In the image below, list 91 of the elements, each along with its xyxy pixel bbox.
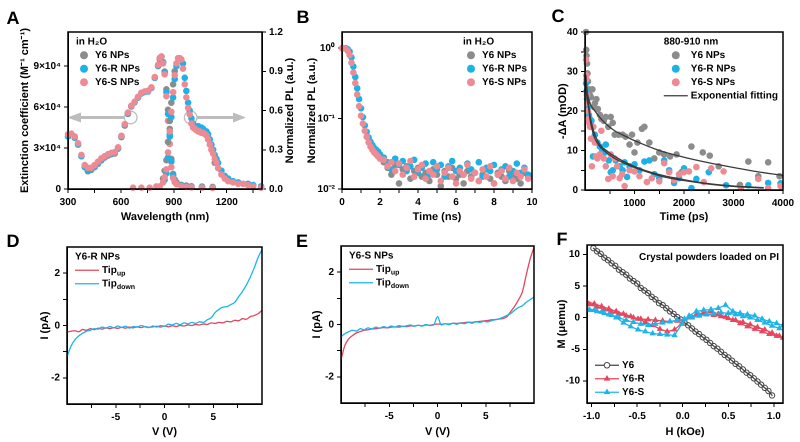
x-tick-label: 4000 xyxy=(772,198,795,209)
x-tick-label: -1.0 xyxy=(582,410,601,422)
x-tick-label: 0 xyxy=(339,196,346,208)
x-tick-label: 5 xyxy=(210,412,216,423)
legend-label: Y6-S NPs xyxy=(690,77,736,88)
legend-label: Y6-S NPs xyxy=(95,77,140,88)
legend-label: Y6-S xyxy=(622,387,645,398)
y-tick-label: -10 xyxy=(566,376,580,387)
x-tick-label: 2000 xyxy=(672,198,696,209)
y2-tick-label: 0.9 xyxy=(269,66,284,77)
y-axis-title: M (μemu) xyxy=(556,299,568,348)
chart-title: D xyxy=(6,230,20,251)
x-tick-label: -5 xyxy=(111,412,121,423)
y-axis-title: -ΔA (mOD) xyxy=(557,82,570,140)
y-tick-label: 10 xyxy=(566,145,578,156)
x-tick-label: 6 xyxy=(453,196,460,208)
y-tick-label: 0 xyxy=(328,319,334,330)
y-tick-label: 5 xyxy=(574,280,580,292)
y2-tick-label: 1.2 xyxy=(269,26,284,38)
legend-label: Y6 NPs xyxy=(95,50,130,61)
x-tick-label: 600 xyxy=(112,196,130,208)
y-tick-label: 10 xyxy=(568,249,580,260)
x-tick-label: 8 xyxy=(491,196,498,208)
legend-title: Y6-R NPs xyxy=(75,252,120,262)
x-tick-label: 1.0 xyxy=(766,410,782,422)
x-tick-label: 0 xyxy=(434,410,441,422)
chart-title: B xyxy=(296,6,310,27)
legend-label: Y6 NPs xyxy=(690,50,726,61)
annotation: Crystal powders loaded on PI xyxy=(638,252,780,263)
chart-title: C xyxy=(552,6,564,26)
chart-title: A xyxy=(6,8,20,28)
y-tick-label: 30 xyxy=(566,66,578,78)
y-tick-label: 10⁰ xyxy=(320,42,335,54)
y-tick-label: 3×10⁴ xyxy=(34,142,62,154)
y-tick-label: 20 xyxy=(566,106,578,117)
x-axis-title: Time (ps) xyxy=(660,211,709,224)
x-tick-label: 10 xyxy=(526,196,538,208)
x-tick-label: 5 xyxy=(482,410,489,422)
x-tick-label: 0.5 xyxy=(721,410,736,422)
y-tick-label: 40 xyxy=(566,26,578,38)
x-tick-label: 0.0 xyxy=(676,410,690,422)
x-tick-label: 1000 xyxy=(623,198,646,209)
y2-tick-label: 0.0 xyxy=(269,184,284,195)
x-axis-title: Wavelength (nm) xyxy=(120,211,210,224)
y-tick-label: -5 xyxy=(571,344,580,356)
legend-title: 880-910 nm xyxy=(664,36,718,48)
y-tick-label: 2 xyxy=(54,268,60,279)
y-tick-label: 0 xyxy=(54,320,60,332)
x-tick-label: 300 xyxy=(60,196,77,208)
chart-title: E xyxy=(296,230,308,251)
legend-label: Y6-R NPs xyxy=(95,64,140,74)
legend-label: Y6-R xyxy=(622,374,646,384)
x-axis-title: V (V) xyxy=(424,426,450,438)
y-tick-label: 0 xyxy=(572,184,578,196)
chart-title: F xyxy=(556,228,568,249)
y2-axis-title: Normalized PL (a.u.) xyxy=(284,57,296,164)
y-tick-label: 9×10⁴ xyxy=(34,60,62,72)
legend-label: Y6-R NPs xyxy=(482,64,528,74)
x-axis-title: V (V) xyxy=(152,426,178,438)
legend-label: Y6-S NPs xyxy=(482,77,527,88)
legend-label: Y6 NPs xyxy=(482,50,517,61)
x-tick-label: -0.5 xyxy=(628,410,646,422)
x-axis-title: H (kOe) xyxy=(665,426,705,438)
legend-label: Exponential fitting xyxy=(690,90,778,102)
y-tick-label: 10⁻² xyxy=(318,184,336,195)
y-axis-title: I (pA) xyxy=(39,311,52,340)
y-tick-label: 2 xyxy=(328,266,334,278)
x-tick-label: 3000 xyxy=(722,198,746,209)
x-tick-label: -5 xyxy=(384,410,394,422)
legend-label: Y6-R NPs xyxy=(690,64,736,74)
x-tick-label: 4 xyxy=(415,196,422,208)
y-tick-label: -2 xyxy=(51,372,60,384)
y-axis-title: Extinction coefficient (M⁻¹ cm⁻¹) xyxy=(19,28,32,194)
y-axis-title: I (pA) xyxy=(311,310,324,339)
y-tick-label: 0 xyxy=(55,184,62,195)
y-tick-label: 6×10⁴ xyxy=(34,102,62,113)
legend-label: Y6 xyxy=(622,360,635,371)
x-tick-label: 1200 xyxy=(216,196,238,208)
x-tick-label: 2 xyxy=(377,196,384,208)
y-axis-title: Normalized PL (a.u.) xyxy=(306,57,318,164)
legend-title: in H₂O xyxy=(462,36,494,48)
y-tick-label: 0 xyxy=(574,312,580,324)
x-tick-label: 900 xyxy=(165,196,183,208)
legend-title: Y6-S NPs xyxy=(349,250,394,262)
x-axis-title: Time (ns) xyxy=(412,211,462,224)
y-tick-label: -2 xyxy=(325,372,334,383)
y2-tick-label: 0.6 xyxy=(269,105,284,116)
legend-title: in H₂O xyxy=(76,36,108,48)
x-tick-label: 0 xyxy=(162,412,168,423)
y-tick-label: 10⁻¹ xyxy=(318,113,336,124)
y2-tick-label: 0.3 xyxy=(269,144,284,156)
